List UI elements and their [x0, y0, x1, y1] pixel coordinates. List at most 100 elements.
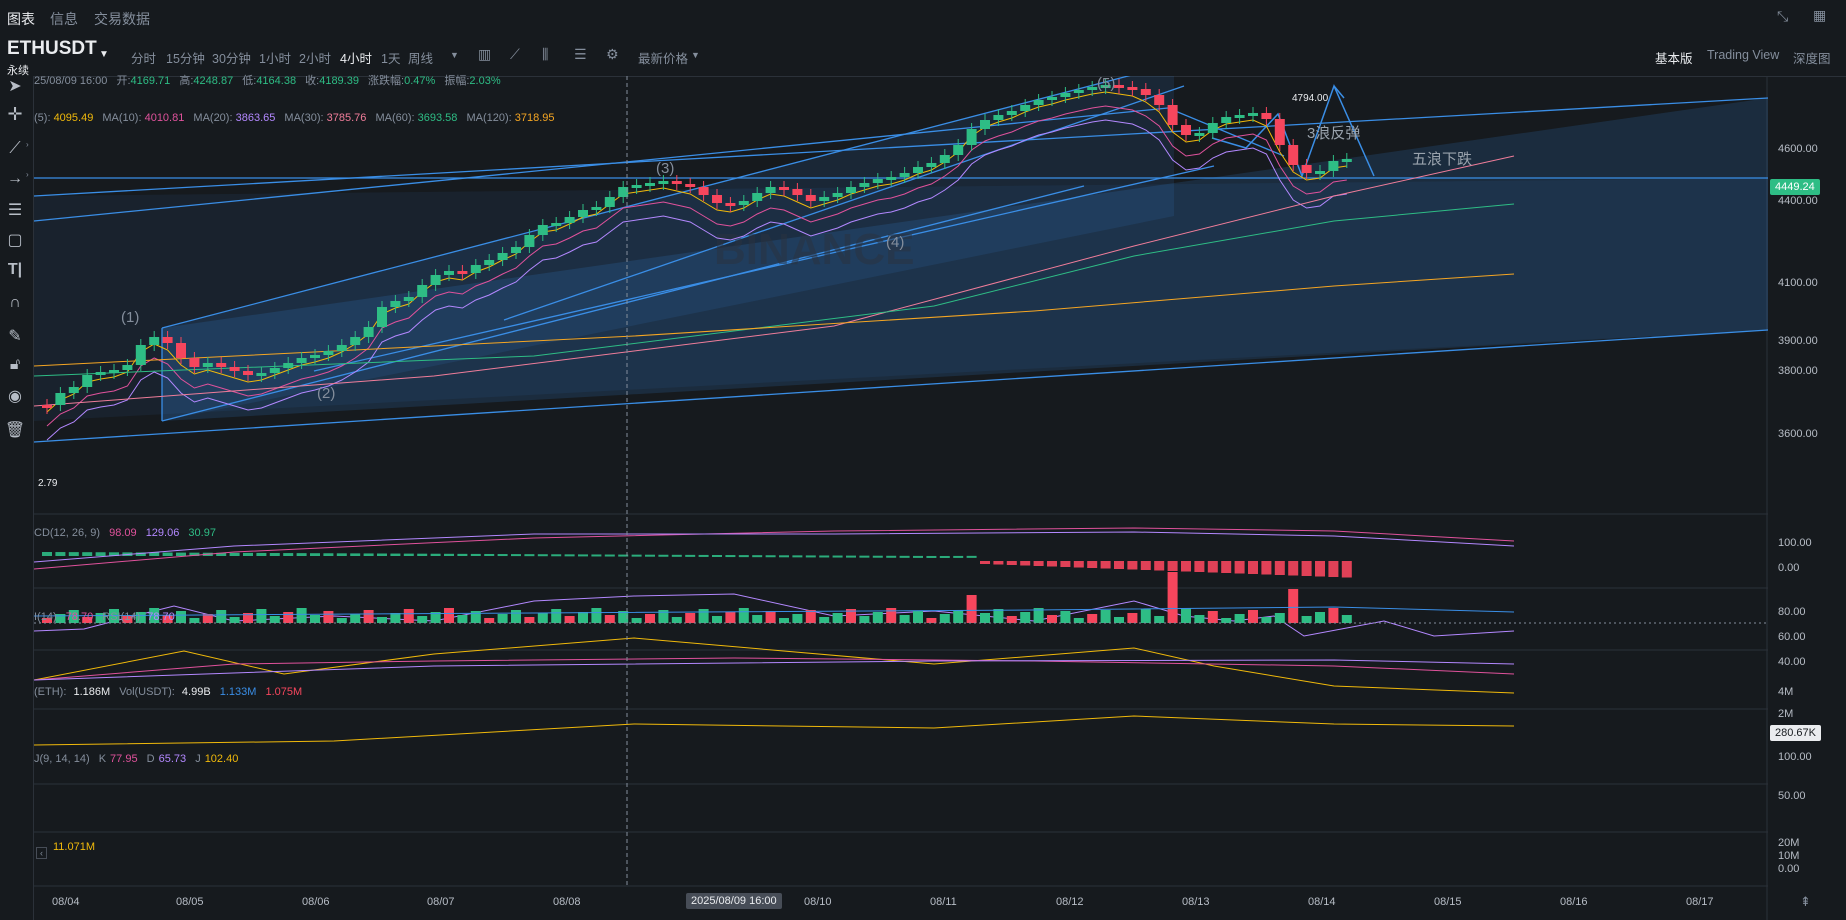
candle-body — [1006, 111, 1017, 115]
volume-bar — [1274, 613, 1285, 623]
macd-bar — [109, 552, 119, 556]
interval-1d[interactable]: 1天 — [381, 52, 401, 66]
candle-body — [645, 183, 655, 186]
interval-time[interactable]: 分时 — [131, 52, 157, 66]
volume-bar — [658, 610, 669, 623]
trend-line — [34, 329, 1768, 443]
volume-bar — [645, 614, 655, 623]
volume-bar — [712, 616, 722, 623]
macd-bar — [645, 554, 655, 557]
candle-body — [1207, 123, 1218, 133]
indicator-icon[interactable]: ⟋ — [510, 46, 520, 62]
arrow-tool-icon[interactable]: → › — [7, 170, 29, 187]
price-axis-label: 4600.00 — [1778, 143, 1818, 155]
macd-bar — [1248, 561, 1258, 574]
magnet-icon[interactable]: ∩ — [9, 294, 21, 311]
volume-bar — [631, 618, 642, 623]
collapse-icon[interactable]: ⤡ — [1777, 8, 1789, 24]
candle-type-icon[interactable]: ▥ — [478, 46, 492, 62]
ma-lines — [34, 91, 1515, 441]
macd-bar — [470, 553, 481, 556]
candle-body — [336, 345, 347, 351]
interval-30m[interactable]: 30分钟 — [212, 52, 251, 66]
macd-bar — [310, 553, 320, 556]
price-chart[interactable]: BINANCE (5) 3浪反弹 五浪下跌 (1) (2) (3) (4) 47… — [34, 76, 1768, 920]
candles-icon[interactable]: ⫼ — [542, 46, 549, 62]
trendline-icon[interactable]: ⟋ › — [9, 140, 29, 157]
view-basic[interactable]: 基本版 — [1655, 52, 1693, 66]
macd-axis-label: 0.00 — [1778, 562, 1800, 574]
volume-bar — [1341, 615, 1352, 623]
trash-icon[interactable]: 🗑︎ — [4, 422, 26, 439]
macd-bar — [926, 555, 937, 558]
view-tradingview[interactable]: Trading View — [1707, 48, 1780, 62]
trend-line — [161, 76, 1131, 329]
candle-body — [578, 210, 588, 217]
ohlc-legend: 25/08/09 16:00 开:4169.71 高:4248.87 低:416… — [34, 75, 501, 87]
volume-bar — [68, 610, 79, 623]
ma5-line — [46, 91, 1347, 413]
tab-trading-data[interactable]: 交易数据 — [94, 11, 150, 27]
eye-icon[interactable]: ◉ — [8, 388, 22, 405]
macd-bar — [1127, 561, 1138, 570]
candle-body — [953, 145, 964, 155]
eraser-pen-icon[interactable]: ✎ — [8, 328, 22, 345]
template-icon[interactable]: ☰ — [574, 46, 587, 62]
volume-bar — [1288, 589, 1299, 623]
collapse-panel-icon[interactable]: ‹ — [36, 847, 47, 859]
macd-bar — [712, 555, 722, 557]
interval-4h[interactable]: 4小时 — [340, 52, 372, 66]
candle-body — [95, 372, 106, 375]
macd-bar — [1140, 561, 1151, 570]
vol-usdt: 4.99B — [181, 686, 211, 698]
interval-1w[interactable]: 周线 — [408, 52, 434, 66]
price-axis-label: 3600.00 — [1778, 428, 1818, 440]
tab-chart[interactable]: 图表 — [7, 11, 35, 37]
ohlc-change: 0.47% — [404, 75, 436, 87]
price-type-chevron-icon[interactable]: ▼ — [691, 50, 700, 60]
settings-gear-icon[interactable]: ⚙ — [606, 46, 619, 62]
candlesticks — [42, 79, 1352, 414]
volume-legend: (ETH): 1.186M Vol(USDT): 4.99B 1.133M 1.… — [34, 686, 303, 698]
scale-settings-icon[interactable]: ⇞ — [1800, 894, 1811, 909]
volume-bar — [202, 614, 213, 623]
candle-body — [872, 179, 883, 183]
interval-15m[interactable]: 15分钟 — [166, 52, 205, 66]
candle-body — [417, 285, 428, 297]
interval-more-icon[interactable]: ▼ — [450, 50, 459, 60]
symbol-selector[interactable]: ETHUSDT — [7, 38, 97, 59]
fib-icon[interactable]: ☰ — [7, 202, 23, 219]
volume-bar — [390, 613, 401, 623]
volume-bar — [685, 613, 696, 623]
layout-grid-icon[interactable]: ▦ — [1813, 7, 1827, 23]
tab-info[interactable]: 信息 — [50, 11, 78, 27]
obv-value: 11.071M — [53, 841, 95, 853]
kdj-k: 77.95 — [110, 753, 138, 765]
view-depth[interactable]: 深度图 — [1793, 52, 1831, 66]
macd-bar — [1047, 561, 1057, 567]
macd-bar — [403, 553, 414, 556]
candle-body — [1234, 115, 1245, 118]
volume-bar — [591, 608, 602, 623]
wave-5-label: (5) — [1097, 76, 1115, 92]
price-axis-label: 3800.00 — [1778, 365, 1818, 377]
wave-1-label: (1) — [121, 309, 139, 326]
candle-body — [1274, 119, 1285, 145]
lock-icon[interactable]: 🔓︎ — [9, 356, 21, 373]
symbol-dropdown-icon[interactable]: ▼ — [99, 49, 109, 60]
price-type-select[interactable]: 最新价格 — [638, 52, 689, 66]
macd-bar — [1181, 561, 1191, 572]
volume-bar — [564, 616, 575, 623]
candle-body — [68, 387, 79, 393]
trend-drawings — [34, 76, 1768, 443]
text-tool-icon[interactable]: T| — [7, 261, 23, 278]
volume-bar — [1114, 617, 1124, 623]
cursor-icon[interactable]: ➤ — [8, 78, 22, 95]
volume-bar — [1033, 608, 1044, 623]
crosshair-icon[interactable]: ✛ — [7, 104, 23, 124]
volume-bar — [1006, 616, 1017, 623]
interval-2h[interactable]: 2小时 — [299, 52, 331, 66]
rectangle-icon[interactable]: ▢ — [7, 232, 23, 249]
interval-1h[interactable]: 1小时 — [259, 52, 291, 66]
chart-grid — [34, 76, 1768, 920]
